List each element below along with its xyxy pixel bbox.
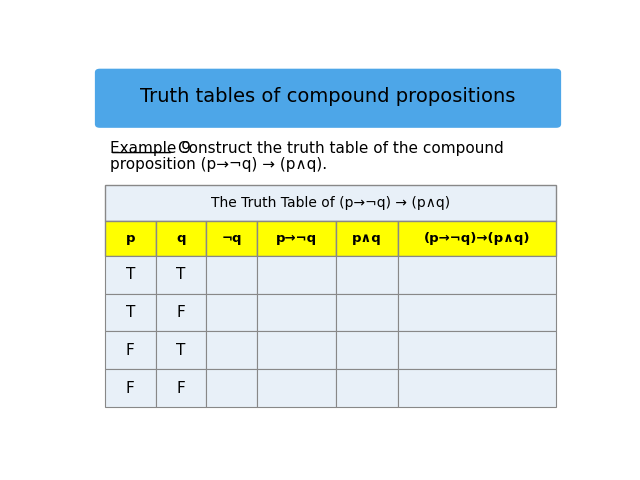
Bar [398,369,556,407]
Text: The Truth Table of (p→¬q) → (p∧q): The Truth Table of (p→¬q) → (p∧q) [211,196,450,210]
Text: p→¬q: p→¬q [276,232,317,245]
Bar [257,294,336,332]
Bar [206,221,257,256]
Bar [206,332,257,369]
FancyBboxPatch shape [95,69,561,128]
Bar [156,369,206,407]
Bar [336,332,398,369]
Text: p∧q: p∧q [352,232,382,245]
Bar [105,256,156,294]
Bar [105,332,156,369]
Text: proposition (p→¬q) → (p∧q).: proposition (p→¬q) → (p∧q). [110,157,327,172]
Bar [156,294,206,332]
Text: Truth tables of compound propositions: Truth tables of compound propositions [140,87,516,106]
Text: (p→¬q)→(p∧q): (p→¬q)→(p∧q) [424,232,531,245]
Bar [105,185,556,221]
Bar [105,369,156,407]
Bar [336,294,398,332]
Text: Construct the truth table of the compound: Construct the truth table of the compoun… [178,141,504,156]
Bar [206,369,257,407]
Bar [206,256,257,294]
Bar [156,221,206,256]
Text: q: q [176,232,186,245]
Bar [398,294,556,332]
Bar [398,256,556,294]
Bar [156,256,206,294]
Bar [105,294,156,332]
Text: T: T [125,267,135,282]
Text: F: F [177,305,186,320]
Bar [156,332,206,369]
Bar [257,221,336,256]
Text: Example 9: Example 9 [110,141,191,156]
Text: T: T [176,267,186,282]
Text: T: T [125,305,135,320]
Text: F: F [126,343,134,358]
Text: T: T [176,343,186,358]
Bar [105,221,156,256]
Text: F: F [126,381,134,396]
Bar [206,294,257,332]
Text: F: F [177,381,186,396]
Bar [398,221,556,256]
Bar [336,221,398,256]
Bar [257,369,336,407]
Text: ¬q: ¬q [221,232,242,245]
Bar [257,332,336,369]
Bar [257,256,336,294]
Text: p: p [125,232,135,245]
Bar [398,332,556,369]
Bar [336,369,398,407]
Bar [336,256,398,294]
